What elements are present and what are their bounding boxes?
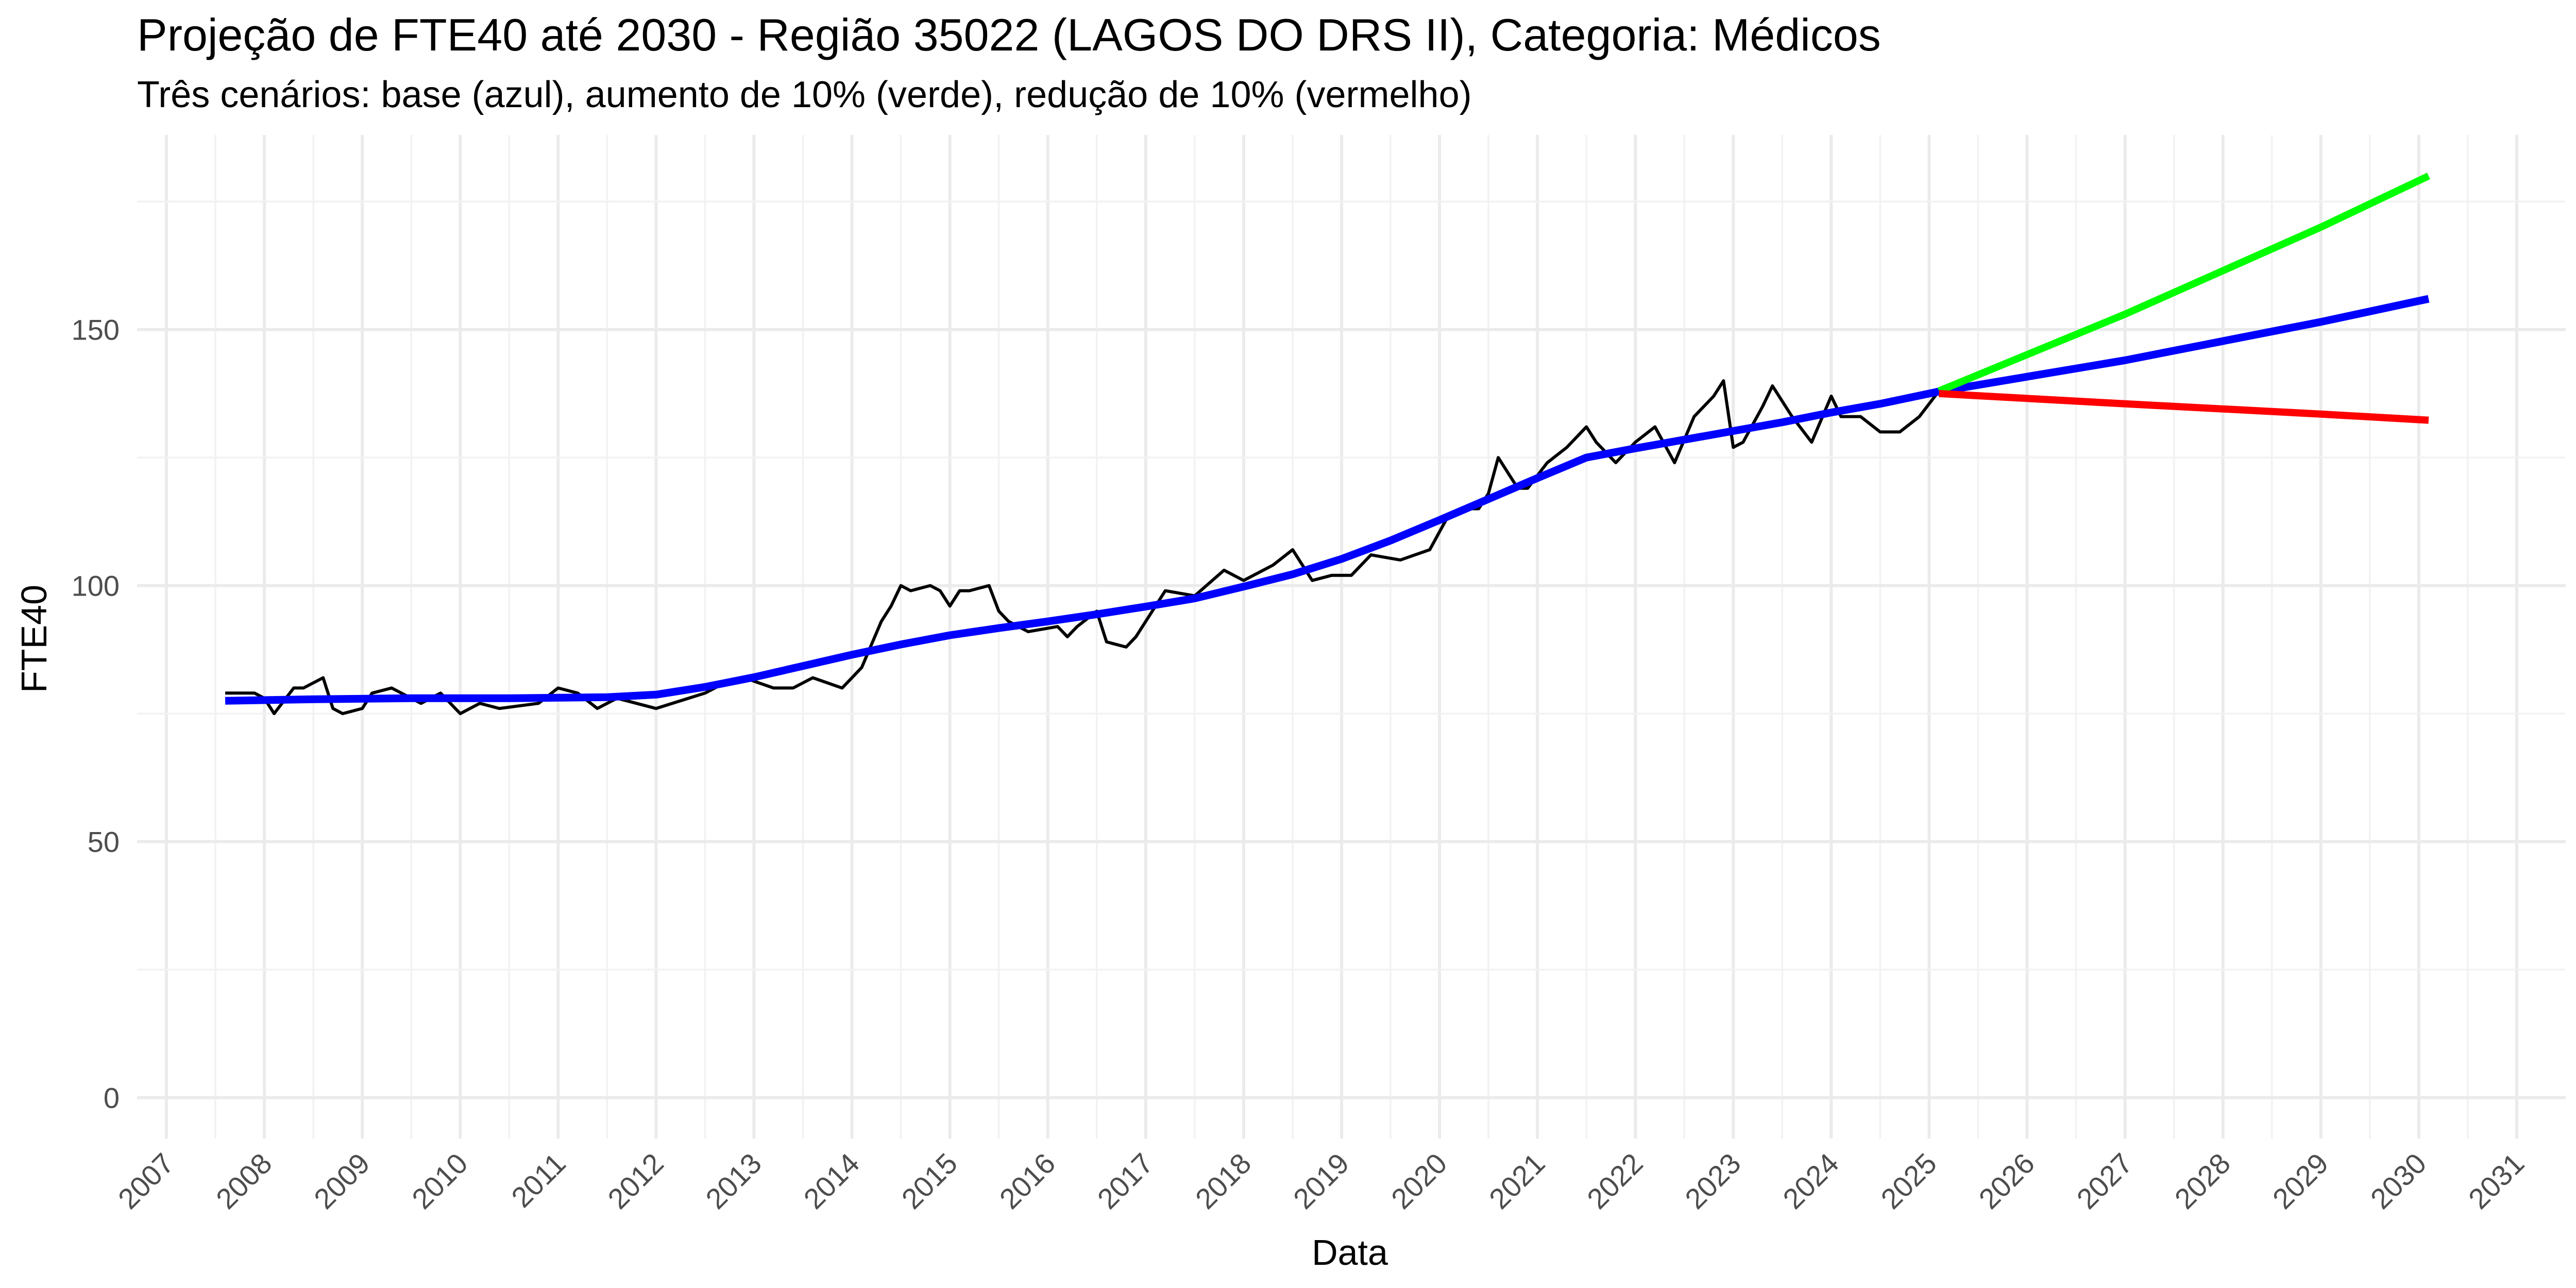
x-tick-label: 2019	[1287, 1147, 1355, 1215]
x-tick-label: 2022	[1581, 1147, 1649, 1215]
series-line-decrease	[1939, 389, 2429, 424]
series-line-observed	[225, 379, 1940, 716]
x-tick-label: 2015	[895, 1147, 964, 1215]
y-axis-label: FTE40	[14, 585, 54, 693]
x-tick-label: 2027	[2070, 1147, 2139, 1215]
chart-title: Projeção de FTE40 até 2030 - Região 3502…	[137, 9, 1881, 60]
x-tick-label: 2012	[601, 1147, 670, 1215]
x-tick-label: 2014	[797, 1147, 866, 1215]
x-tick-label: 2029	[2266, 1147, 2335, 1215]
x-axis-label: Data	[1312, 1232, 1388, 1273]
x-tick-label: 2021	[1483, 1147, 1551, 1215]
x-tick-label: 2023	[1679, 1147, 1747, 1215]
x-tick-label: 2031	[2462, 1147, 2531, 1215]
x-tick-label: 2011	[505, 1147, 572, 1214]
x-axis: 2007 2008 2009 2010 2011 2012 2013 2014 2015 2016…	[112, 1147, 2531, 1215]
x-tick-label: 2008	[210, 1147, 278, 1215]
x-tick-label: 2030	[2364, 1147, 2433, 1215]
grid	[137, 135, 2566, 1139]
x-tick-label: 2010	[405, 1147, 474, 1215]
series-line-base	[225, 295, 2430, 705]
x-tick-label: 2026	[1972, 1147, 2041, 1215]
x-tick-label: 2024	[1776, 1147, 1845, 1215]
x-tick-label: 2007	[112, 1147, 180, 1215]
x-tick-label: 2017	[1091, 1147, 1160, 1215]
series-line-increase	[1937, 173, 2430, 395]
x-tick-label: 2013	[699, 1147, 768, 1215]
x-tick-label: 2018	[1189, 1147, 1258, 1215]
x-tick-label: 2009	[308, 1147, 376, 1215]
x-tick-label: 2020	[1385, 1147, 1453, 1215]
x-tick-label: 2016	[993, 1147, 1062, 1215]
y-axis: 0 50 100 150	[72, 314, 120, 1114]
y-tick-label: 150	[72, 314, 120, 346]
y-tick-label: 100	[72, 570, 120, 602]
y-tick-label: 50	[88, 826, 120, 858]
chart-subtitle: Três cenários: base (azul), aumento de 1…	[137, 74, 1472, 115]
x-tick-label: 2025	[1874, 1147, 1943, 1215]
y-tick-label: 0	[104, 1081, 120, 1114]
series-group	[225, 173, 2430, 716]
x-tick-label: 2028	[2168, 1147, 2237, 1215]
